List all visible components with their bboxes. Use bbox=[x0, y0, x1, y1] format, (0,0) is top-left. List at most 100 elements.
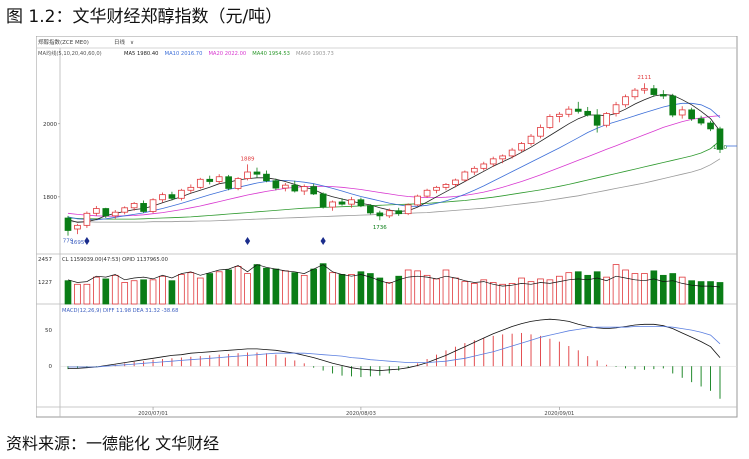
macd-tick-label: 50 bbox=[45, 328, 52, 334]
candle-body bbox=[206, 178, 214, 182]
candle-body bbox=[310, 186, 318, 195]
volume-bar bbox=[556, 275, 563, 305]
volume-bar bbox=[329, 272, 336, 305]
candle-body bbox=[688, 109, 695, 120]
candle-body bbox=[130, 203, 138, 209]
volume-bar bbox=[603, 276, 610, 305]
volume-bar bbox=[338, 274, 346, 305]
period-label: 日线 bbox=[114, 38, 126, 46]
volume-bar bbox=[414, 270, 421, 305]
candle-body bbox=[480, 163, 488, 169]
signal-diamond bbox=[84, 237, 90, 245]
volume-bar bbox=[631, 273, 639, 305]
candle-body bbox=[338, 201, 346, 205]
volume-bar bbox=[111, 274, 119, 305]
volume-bar bbox=[442, 269, 450, 305]
volume-bar bbox=[385, 282, 393, 305]
volume-bar bbox=[537, 278, 544, 305]
volume-pane: 2457 1227 CL 1159039.00(47:53) OPID 113796… bbox=[38, 257, 724, 305]
volume-bar bbox=[404, 269, 412, 305]
price-pane: MA均线(5,10,20,40,60,0) MA5 1980.40 MA10 201… bbox=[38, 49, 737, 246]
volume-bar bbox=[93, 276, 100, 305]
x-tick-label: 2020/09/01 bbox=[544, 411, 574, 417]
volume-bar bbox=[641, 273, 648, 305]
candle-body bbox=[244, 171, 251, 179]
signal-diamond bbox=[244, 237, 251, 245]
candle-body bbox=[499, 155, 506, 160]
volume-bar bbox=[225, 269, 232, 305]
ma-legend-prefix: MA均线(5,10,20,40,60,0) bbox=[38, 49, 102, 57]
candle-body bbox=[565, 108, 573, 115]
candle-body bbox=[376, 212, 384, 217]
volume-bar bbox=[565, 272, 573, 305]
candle-body bbox=[631, 89, 639, 98]
candle-body bbox=[574, 108, 582, 112]
volume-bar bbox=[433, 278, 440, 305]
candle-body bbox=[83, 212, 91, 226]
candle-body bbox=[489, 158, 497, 165]
volume-bar bbox=[215, 271, 223, 305]
candle-body bbox=[149, 199, 157, 212]
volume-bar bbox=[196, 277, 204, 305]
candle-body bbox=[678, 109, 686, 116]
macd-dea-line bbox=[68, 326, 721, 368]
volume-bar bbox=[130, 280, 138, 305]
candle-body bbox=[187, 186, 195, 191]
volume-bar bbox=[206, 273, 214, 305]
volume-bar bbox=[461, 281, 469, 305]
volume-bar bbox=[546, 279, 554, 305]
candle-body bbox=[159, 194, 166, 201]
volume-bar bbox=[423, 274, 431, 305]
volume-bar bbox=[470, 283, 478, 305]
instrument-label: 郑醇指数(ZCE ME0) bbox=[38, 38, 89, 46]
candle-body bbox=[102, 208, 110, 217]
candle-body bbox=[225, 176, 232, 189]
vol-legend: CL 1159039.00(47:53) OPID 1137965.00 bbox=[62, 257, 168, 263]
candle-body bbox=[414, 195, 421, 206]
candle-body bbox=[423, 189, 431, 197]
volume-bar bbox=[102, 278, 110, 305]
volume-bar bbox=[395, 275, 403, 305]
candle-body bbox=[168, 194, 176, 199]
volume-bar bbox=[518, 277, 525, 305]
volume-bar bbox=[650, 270, 658, 305]
volume-bar bbox=[348, 274, 355, 305]
volume-bar bbox=[282, 270, 289, 305]
volume-bar bbox=[178, 274, 185, 305]
candle-body bbox=[716, 128, 724, 150]
volume-bar bbox=[253, 264, 261, 305]
candle-body bbox=[452, 179, 459, 185]
wenhua-chart: 郑醇指数(ZCE ME0) 日线 ∨ MA均线(5,10,20,40,60,0)… bbox=[36, 36, 738, 418]
candle-body bbox=[518, 143, 525, 151]
volume-bar bbox=[612, 264, 620, 305]
candle-body bbox=[253, 171, 261, 175]
volume-bar bbox=[707, 281, 714, 305]
candle-body bbox=[659, 94, 667, 97]
macd-dif-line bbox=[68, 318, 721, 372]
candle-body bbox=[556, 113, 563, 117]
candle-body bbox=[263, 173, 270, 182]
candle-body bbox=[234, 178, 242, 189]
candle-body bbox=[74, 224, 81, 230]
candle-body bbox=[93, 208, 100, 214]
volume-bar bbox=[716, 282, 724, 305]
candle-body bbox=[603, 113, 610, 126]
volume-bar bbox=[83, 283, 91, 305]
volume-bar bbox=[357, 271, 365, 305]
macd-pane: MACD(12,26,9) DIFF 11.98 DEA 31.32 -38.6… bbox=[45, 308, 737, 399]
x-axis: 2020/07/01 2020/08/03 2020/09/01 bbox=[138, 407, 574, 417]
volume-bar bbox=[310, 268, 318, 305]
macd-legend: MACD(12,26,9) DIFF 11.98 DEA 31.32 -38.6… bbox=[62, 308, 178, 314]
candle-body bbox=[527, 135, 535, 144]
volume-bar bbox=[508, 283, 516, 305]
candle-body bbox=[367, 205, 374, 214]
candle-body bbox=[64, 217, 72, 231]
price-tick-label: 2000 bbox=[43, 122, 57, 128]
price-ma20-line bbox=[67, 115, 721, 217]
candle-body bbox=[433, 186, 440, 191]
candle-body bbox=[584, 110, 592, 116]
volume-bar bbox=[584, 274, 592, 305]
period-dropdown-icon[interactable]: ∨ bbox=[130, 40, 134, 46]
candle-body bbox=[348, 199, 355, 205]
candle-body bbox=[470, 167, 478, 173]
